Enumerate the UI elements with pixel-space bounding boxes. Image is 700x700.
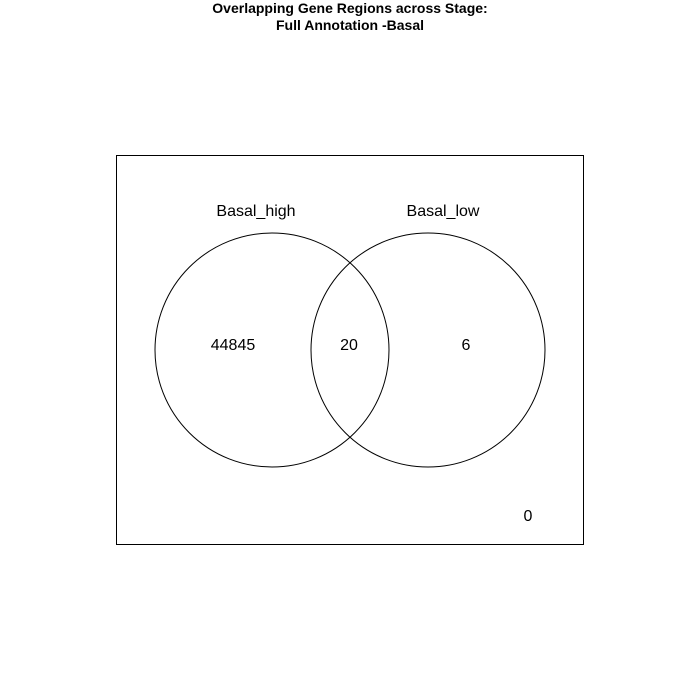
universe-frame bbox=[116, 155, 584, 545]
figure-title-line-2: Full Annotation -Basal bbox=[275, 17, 425, 33]
set-circle-basal-high bbox=[154, 232, 390, 468]
set-label-basal-low: Basal_low bbox=[407, 203, 480, 220]
region-count-basal-high-only: 44845 bbox=[211, 337, 256, 354]
region-count-intersection: 20 bbox=[340, 337, 358, 354]
set-label-basal-high: Basal_high bbox=[216, 203, 295, 220]
figure-title-line-1: Overlapping Gene Regions across Stage: bbox=[212, 0, 488, 16]
region-count-basal-low-only: 6 bbox=[462, 337, 471, 354]
region-count-neither: 0 bbox=[524, 508, 533, 525]
set-circle-basal-low bbox=[310, 232, 546, 468]
